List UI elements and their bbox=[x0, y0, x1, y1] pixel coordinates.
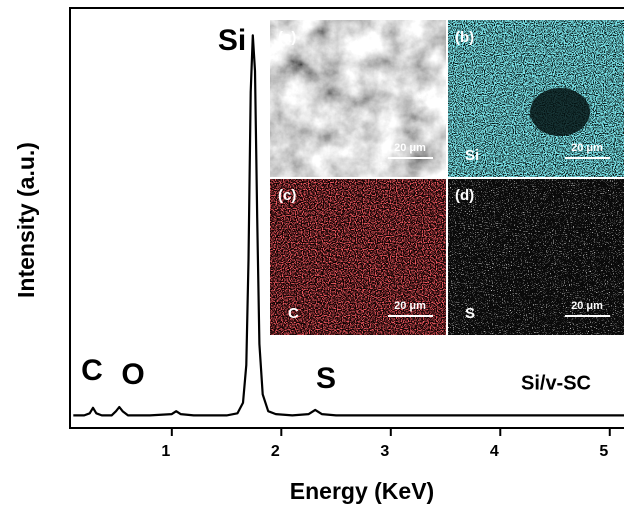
scale-bar-label: 20 μm bbox=[571, 300, 603, 312]
x-tick-label: 4 bbox=[490, 443, 499, 460]
x-tick-label: 1 bbox=[161, 443, 170, 460]
spectrum-line bbox=[73, 34, 624, 417]
annotation: Si bbox=[218, 24, 246, 57]
axes-frame bbox=[69, 7, 624, 429]
inset-c-image bbox=[270, 178, 447, 335]
annotation: Si/v-SC bbox=[521, 372, 591, 394]
y-axis-label: Intensity (a.u.) bbox=[13, 142, 39, 298]
x-tick-label: 2 bbox=[271, 443, 280, 460]
scale-bar-label: 20 μm bbox=[394, 142, 426, 154]
annotation: C bbox=[81, 354, 103, 387]
x-tick-label: 3 bbox=[380, 443, 389, 460]
x-tick-label: 5 bbox=[599, 443, 608, 460]
scale-bar-label: 20 μm bbox=[394, 300, 426, 312]
annotation: O bbox=[121, 358, 144, 391]
inset-d-image bbox=[447, 178, 624, 335]
scale-bar-label: 20 μm bbox=[571, 142, 603, 154]
inset-a-image bbox=[270, 20, 447, 178]
x-axis-label: Energy (KeV) bbox=[290, 478, 434, 504]
inset-label: (a) bbox=[278, 29, 296, 46]
inset-label: (b) bbox=[455, 29, 474, 46]
inset-label: (d) bbox=[455, 187, 474, 204]
insets bbox=[270, 20, 624, 335]
inset-element: S bbox=[465, 305, 475, 322]
inset-b-void bbox=[530, 88, 590, 136]
inset-element: Si bbox=[465, 147, 479, 164]
inset-label: (c) bbox=[278, 187, 296, 204]
annotation: S bbox=[316, 362, 336, 395]
inset-element: C bbox=[288, 305, 299, 322]
